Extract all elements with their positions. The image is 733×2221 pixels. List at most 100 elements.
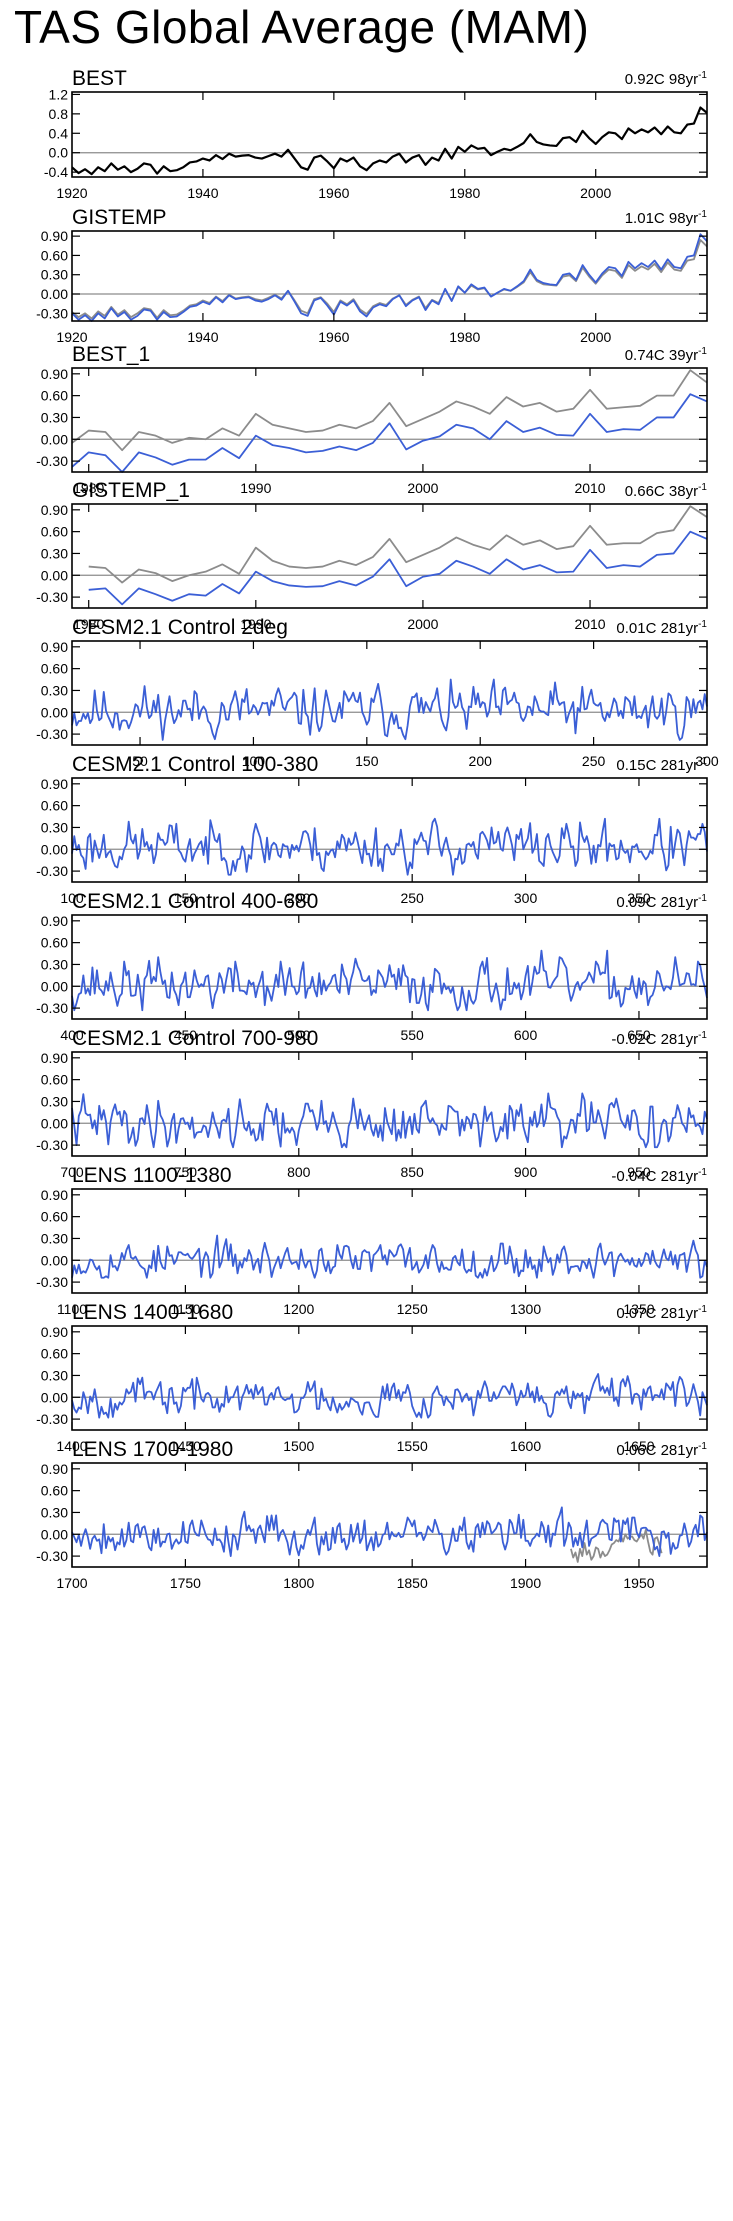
- x-tick-label: 200: [469, 753, 493, 769]
- y-tick-label: -0.30: [36, 1548, 68, 1564]
- plot-frame: [71, 777, 708, 883]
- y-tick-label: 0.90: [41, 366, 68, 382]
- x-tick-label: 750: [174, 1164, 198, 1180]
- y-tick-label: 0.00: [41, 567, 68, 583]
- series-line-model: [71, 678, 708, 741]
- y-tick-label: 0.30: [41, 267, 68, 283]
- series-line-ref: [71, 369, 708, 452]
- x-tick-label: 1550: [397, 1438, 428, 1454]
- panel-title: GISTEMP: [72, 206, 167, 229]
- y-tick-label: 0.60: [41, 388, 68, 404]
- x-tick-label: 1900: [510, 1575, 541, 1591]
- x-tick-label: 900: [514, 1164, 538, 1180]
- chart-panel-7: CESM2.1 Control 400-680 0.09C 281yr-1-0.3…: [36, 890, 708, 1043]
- panel-stat-text: 0.01C 281yr: [616, 620, 698, 637]
- panel-stat: 1.01C 98yr-1: [625, 209, 708, 227]
- y-tick-label: 0.90: [41, 776, 68, 792]
- y-tick-label: 0.90: [41, 1461, 68, 1477]
- panel-title: LENS 1400-1680: [72, 1301, 233, 1324]
- plot-frame: [71, 1051, 708, 1157]
- x-tick-label: 1960: [318, 329, 349, 345]
- series-line-model: [71, 233, 708, 322]
- x-tick-label: 2000: [407, 480, 438, 496]
- y-tick-label: 0.30: [41, 545, 68, 561]
- panel-stat-text: 0.92C 98yr: [625, 71, 698, 88]
- panel-stat: 0.07C 281yr-1: [616, 1304, 707, 1322]
- x-tick-label: 1300: [510, 1301, 541, 1317]
- x-tick-label: 1920: [56, 185, 87, 201]
- chart-panel-1: BEST 0.92C 98yr-1 -0.4 0.0 0.4 0.8 1.2 1920 1940…: [44, 67, 708, 201]
- x-tick-label: 1940: [187, 329, 218, 345]
- panel-stat-text: 0.74C 39yr: [625, 347, 698, 364]
- x-tick-label: 350: [627, 890, 651, 906]
- y-tick-label: 1.2: [49, 86, 69, 102]
- x-tick-label: 1980: [73, 480, 104, 496]
- x-tick-label: 1980: [449, 185, 480, 201]
- x-tick-label: 600: [514, 1027, 538, 1043]
- y-tick-label: -0.30: [36, 589, 68, 605]
- x-tick-label: 2010: [574, 480, 605, 496]
- x-tick-label: 1940: [187, 185, 218, 201]
- panel-title: GISTEMP_1: [72, 479, 190, 502]
- x-tick-label: 1600: [510, 1438, 541, 1454]
- x-tick-label: 850: [400, 1164, 424, 1180]
- panel-stat-text: -0.02C 281yr: [611, 1031, 698, 1048]
- y-tick-label: 0.00: [41, 1526, 68, 1542]
- y-tick-label: 0.60: [41, 935, 68, 951]
- panel-stat-exponent: -1: [698, 893, 707, 904]
- y-tick-label: 0.90: [41, 502, 68, 518]
- panel-stat-exponent: -1: [698, 1304, 707, 1315]
- x-tick-label: 1980: [73, 616, 104, 632]
- chart-panel-2: GISTEMP 1.01C 98yr-1 -0.30 0.00 0.30 0.60 0.90…: [36, 206, 708, 345]
- x-tick-label: 1700: [56, 1575, 87, 1591]
- y-tick-label: 0.30: [41, 1230, 68, 1246]
- panel-title: CESM2.1 Control 2deg: [72, 616, 288, 639]
- chart-panel-8: CESM2.1 Control 700-980 -0.02C 281yr-1-0.…: [36, 1027, 708, 1180]
- x-tick-label: 1980: [449, 329, 480, 345]
- chart-panel-3: BEST_1 0.74C 39yr-1-0.300.000.300.600.901…: [36, 343, 708, 496]
- y-tick-label: 0.60: [41, 661, 68, 677]
- x-tick-label: 50: [132, 753, 148, 769]
- y-tick-label: 0.90: [41, 1050, 68, 1066]
- x-tick-label: 1960: [318, 185, 349, 201]
- y-tick-label: 0.90: [41, 228, 68, 244]
- y-tick-label: 0.8: [49, 106, 69, 122]
- x-tick-label: 650: [627, 1027, 651, 1043]
- panel-stat: 0.06C 281yr-1: [616, 1441, 707, 1459]
- series-line-model: [71, 1234, 708, 1279]
- x-tick-label: 700: [60, 1164, 84, 1180]
- y-tick-label: 0.30: [41, 819, 68, 835]
- y-tick-label: 0.60: [41, 524, 68, 540]
- x-tick-label: 100: [242, 753, 266, 769]
- panel-stat-exponent: -1: [698, 756, 707, 767]
- y-tick-label: 0.30: [41, 1504, 68, 1520]
- panel-stat-text: 0.06C 281yr: [616, 1442, 698, 1459]
- plot-frame: [71, 367, 708, 473]
- series-line-model: [71, 1373, 708, 1419]
- x-tick-label: 2000: [580, 329, 611, 345]
- y-tick-label: 0.4: [49, 125, 69, 141]
- y-tick-label: 0.30: [41, 1367, 68, 1383]
- plot-frame: [71, 1325, 708, 1431]
- y-tick-label: 0.60: [41, 798, 68, 814]
- series-line-ref: [88, 505, 708, 584]
- series-line-obs: [71, 106, 708, 176]
- panel-stat-text: -0.04C 281yr: [611, 1168, 698, 1185]
- panel-stat-text: 1.01C 98yr: [625, 210, 698, 227]
- panel-stat-exponent: -1: [698, 482, 707, 493]
- panel-title: CESM2.1 Control 100-380: [72, 753, 318, 776]
- panel-stat-exponent: -1: [698, 70, 707, 81]
- panel-title: LENS 1700-1980: [72, 1438, 233, 1461]
- x-tick-label: 1450: [170, 1438, 201, 1454]
- x-tick-label: 1150: [170, 1301, 200, 1317]
- y-tick-label: -0.30: [36, 1411, 68, 1427]
- x-tick-label: 1100: [57, 1301, 87, 1317]
- y-tick-label: -0.30: [36, 1274, 68, 1290]
- y-tick-label: 0.90: [41, 1324, 68, 1340]
- panel-stat-text: 0.15C 281yr: [616, 757, 698, 774]
- plot-frame: [71, 640, 708, 746]
- x-tick-label: 550: [400, 1027, 424, 1043]
- x-tick-label: 150: [355, 753, 379, 769]
- y-tick-label: 0.90: [41, 913, 68, 929]
- y-tick-label: 0.30: [41, 956, 68, 972]
